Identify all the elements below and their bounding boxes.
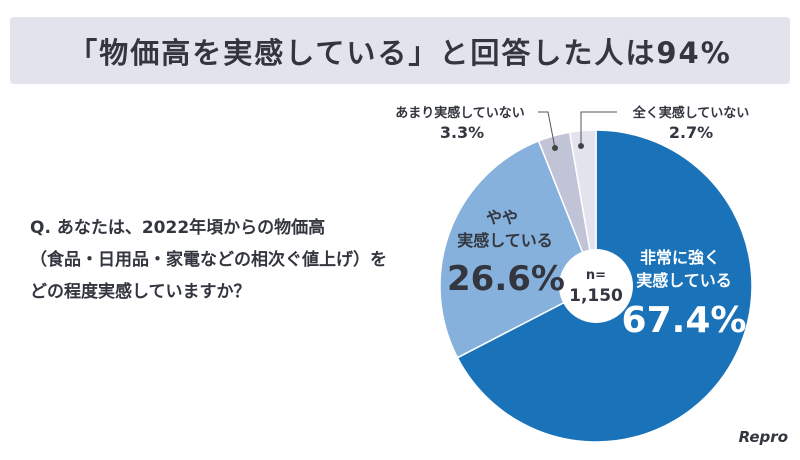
- question-line: （食品・日用品・家電などの相次ぐ値上げ）を: [30, 250, 387, 270]
- slice-label: あまり実感していない: [395, 105, 525, 121]
- question-line: Q. あなたは、2022年頃からの物価高: [30, 218, 326, 238]
- data-label: 26.6%: [447, 259, 565, 299]
- slice-label: 実感している: [457, 231, 553, 250]
- pie-slice: [568, 129, 597, 287]
- page-title: 「物価高を実感している」と回答した人は94%: [10, 17, 790, 84]
- slice-label: 全く実感していない: [632, 105, 750, 121]
- leader-line: [580, 111, 617, 145]
- data-label: 3.3%: [440, 123, 484, 142]
- data-label: 2.7%: [669, 123, 713, 142]
- center-hole: [559, 249, 633, 323]
- slice-label: 非常に強く: [640, 248, 720, 267]
- slice-label: やや: [486, 208, 518, 227]
- data-label: 67.4%: [622, 300, 747, 341]
- slice-label: 実感している: [636, 271, 732, 290]
- leader-dot: [552, 145, 558, 151]
- leader-line: [538, 111, 556, 149]
- leader-dot: [578, 143, 584, 149]
- question-text: Q. あなたは、2022年頃からの物価高 （食品・日用品・家電などの相次ぐ値上げ…: [30, 212, 387, 308]
- center-label-n: n=: [586, 268, 606, 283]
- pie-slice: [439, 139, 597, 359]
- center-label-count: 1,150: [569, 286, 623, 306]
- question-line: どの程度実感していますか？: [30, 282, 251, 302]
- repro-logo: Repro: [738, 428, 788, 446]
